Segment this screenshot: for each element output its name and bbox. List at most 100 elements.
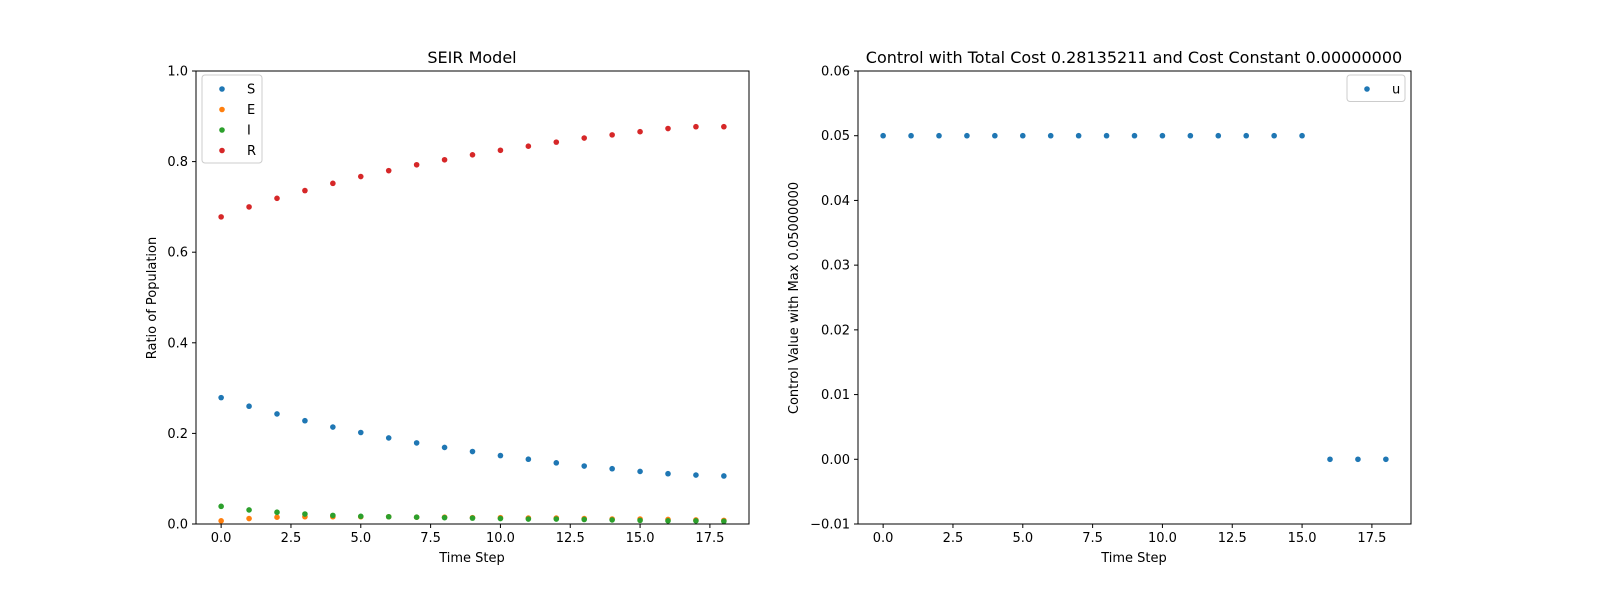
data-point-u (1075, 132, 1082, 139)
points-group (880, 132, 1389, 463)
legend-marker-I (219, 127, 225, 133)
legend-label-I: I (247, 124, 251, 139)
data-point-u (1131, 132, 1138, 139)
data-point-I (246, 507, 252, 513)
data-point-R (441, 156, 448, 163)
data-point-I (330, 512, 336, 519)
data-point-I (274, 509, 280, 516)
legend: SEIR (201, 74, 263, 164)
y-tick-label: 0.06 (821, 65, 850, 80)
data-point-S (218, 394, 224, 401)
data-point-u (1103, 132, 1110, 139)
y-tick-label: 0.0 (167, 518, 188, 533)
data-point-u (936, 132, 942, 139)
plot-frame (857, 70, 1412, 525)
x-axis-label: Time Step (1100, 551, 1167, 566)
data-point-S (302, 417, 308, 424)
data-point-R (581, 135, 588, 141)
data-point-I (693, 518, 699, 524)
data-point-u (992, 132, 998, 139)
data-point-u (1243, 132, 1250, 139)
x-axis-label: Time Step (438, 551, 505, 566)
x-tick-label: 5.0 (350, 531, 371, 546)
x-tick-label: 0.0 (873, 531, 894, 546)
data-point-I (637, 517, 643, 524)
data-point-R (665, 125, 671, 132)
data-point-S (581, 463, 588, 469)
data-point-S (357, 429, 364, 436)
x-tick-label: 10.0 (486, 531, 515, 546)
data-point-R (525, 143, 532, 149)
y-tick-label: 1.0 (167, 65, 188, 80)
x-tick-label: 12.5 (1218, 531, 1247, 546)
data-point-u (1271, 132, 1277, 139)
data-point-u (1047, 132, 1054, 139)
data-point-R (637, 128, 643, 135)
legend-label-R: R (247, 144, 256, 159)
data-point-u (964, 132, 970, 139)
data-point-I (218, 503, 224, 510)
y-axis-label: Control Value with Max 0.05000000 (787, 182, 802, 414)
x-tick-label: 17.5 (695, 531, 724, 546)
data-point-u (1215, 132, 1222, 139)
data-point-I (553, 516, 560, 522)
data-point-S (553, 460, 560, 466)
data-point-E (274, 514, 280, 521)
data-point-R (413, 161, 420, 168)
x-tick-label: 10.0 (1148, 531, 1177, 546)
legend: u (1346, 74, 1406, 102)
y-tick-label: 0.4 (167, 336, 188, 351)
data-point-u (1383, 456, 1389, 463)
data-point-S (525, 456, 532, 463)
data-point-I (469, 515, 476, 521)
data-point-S (469, 448, 476, 455)
chart-title: Control with Total Cost 0.28135211 and C… (866, 48, 1402, 67)
legend-marker-u (1364, 86, 1370, 92)
data-point-E (218, 518, 224, 524)
y-tick-label: 0.8 (167, 155, 188, 170)
x-tick-label: 2.5 (943, 531, 964, 546)
data-point-S (497, 452, 504, 459)
data-point-I (525, 516, 532, 522)
data-point-R (553, 139, 560, 145)
data-point-I (302, 511, 308, 517)
x-tick-label: 2.5 (281, 531, 302, 546)
data-point-R (357, 173, 364, 180)
x-tick-label: 17.5 (1357, 531, 1386, 546)
legend-marker-S (219, 86, 225, 92)
data-point-u (1299, 132, 1305, 139)
data-point-S (637, 468, 643, 475)
y-axis-label: Ratio of Population (145, 237, 160, 359)
data-point-I (357, 513, 364, 520)
data-point-S (441, 444, 448, 451)
x-tick-label: 12.5 (556, 531, 585, 546)
legend-box (1346, 74, 1406, 102)
data-point-R (302, 187, 308, 194)
data-point-u (1355, 456, 1361, 463)
y-tick-label: −0.01 (810, 518, 850, 533)
y-tick-label: 0.2 (167, 427, 188, 442)
data-point-S (665, 470, 671, 477)
points-group (218, 123, 727, 525)
data-point-R (497, 147, 504, 154)
data-point-S (609, 465, 615, 472)
x-tick-label: 7.5 (1082, 531, 1103, 546)
data-point-u (880, 132, 886, 139)
data-point-u (1327, 456, 1333, 463)
data-point-R (330, 180, 336, 187)
data-point-S (385, 435, 392, 441)
data-point-I (665, 518, 671, 524)
data-point-u (1159, 132, 1166, 139)
y-tick-label: 0.04 (821, 194, 850, 209)
y-tick-label: 0.6 (167, 246, 188, 261)
x-tick-label: 5.0 (1012, 531, 1033, 546)
data-point-R (469, 152, 476, 158)
data-point-I (609, 517, 615, 523)
ticks-group: 0.0 2.5 5.0 7.5 10.0 12.5 15.0 17.5 −0.01 0.00 0.0… (810, 65, 1386, 547)
x-tick-label: 15.0 (1288, 531, 1317, 546)
y-tick-label: 0.01 (821, 388, 850, 403)
data-point-R (246, 204, 252, 210)
x-tick-label: 7.5 (420, 531, 441, 546)
